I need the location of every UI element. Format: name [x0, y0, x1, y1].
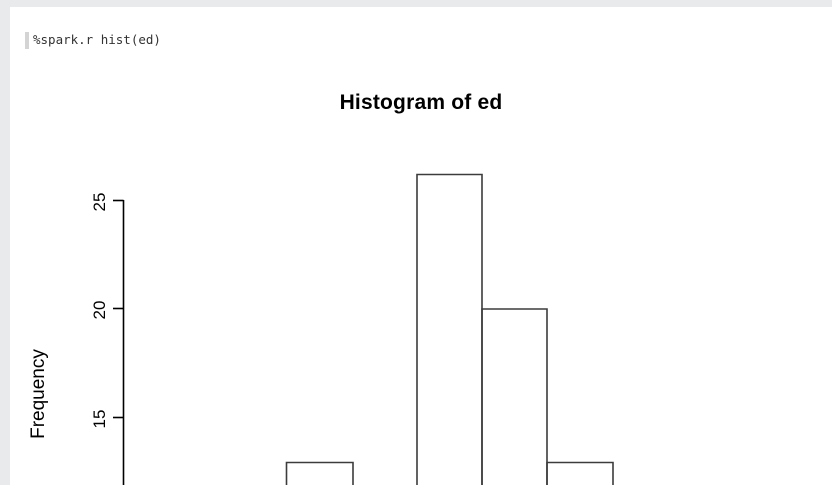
bar-bin5	[481, 308, 548, 485]
notebook-paragraph-card: %spark.r hist(ed) Histogram of ed 25 20 …	[10, 7, 832, 485]
chart-title: Histogram of ed	[339, 91, 503, 114]
histogram-bars	[285, 173, 614, 485]
code-editor-text[interactable]: %spark.r hist(ed)	[33, 32, 161, 47]
code-cell[interactable]: %spark.r hist(ed)	[10, 17, 832, 53]
bar-bin2	[285, 461, 354, 485]
line-marker-icon	[25, 32, 29, 49]
bar-bin6	[546, 461, 614, 485]
chart-output-area: Histogram of ed 25 20 15 Frequency	[10, 53, 832, 485]
bar-bin4	[416, 173, 483, 485]
histogram-svg	[113, 173, 614, 485]
